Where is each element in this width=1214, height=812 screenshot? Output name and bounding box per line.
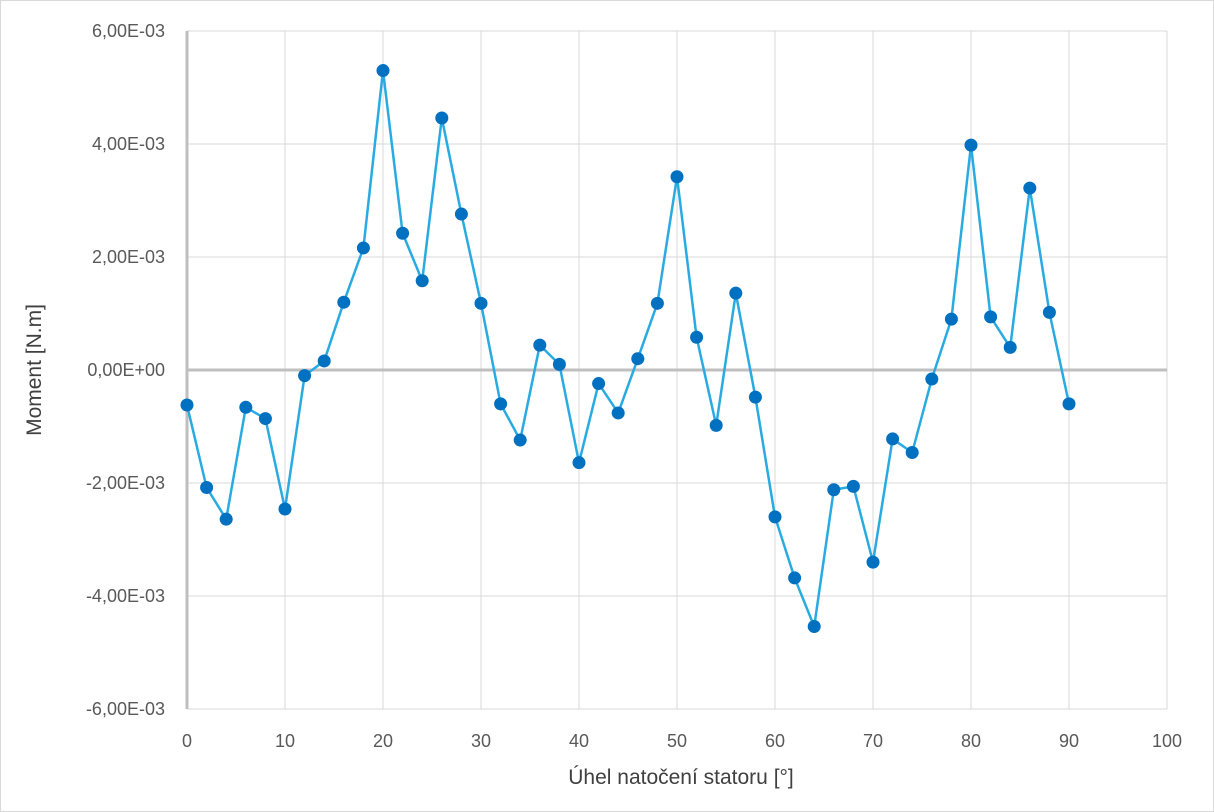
data-point [494, 397, 507, 410]
tick-labels: 0 10 20 30 40 50 60 70 80 90 100 6,00E-03 4,00E-03 2,… [86, 21, 1182, 751]
data-point [886, 432, 899, 445]
data-point [651, 297, 664, 310]
y-axis-title: Moment [N.m] [23, 304, 46, 436]
data-point [318, 354, 331, 367]
x-tick-label: 60 [765, 731, 785, 751]
data-point [631, 352, 644, 365]
data-point [906, 446, 919, 459]
data-point [514, 434, 527, 447]
x-tick-label: 50 [667, 731, 687, 751]
data-point [612, 406, 625, 419]
y-tick-label: 2,00E-03 [92, 247, 165, 267]
x-tick-label: 70 [863, 731, 883, 751]
y-tick-label: -4,00E-03 [86, 586, 165, 606]
x-tick-label: 40 [569, 731, 589, 751]
x-tick-label: 30 [471, 731, 491, 751]
data-point [475, 297, 488, 310]
x-axis-title: Úhel natočení statoru [°] [568, 766, 794, 789]
y-tick-label: 4,00E-03 [92, 134, 165, 154]
y-tick-label: 0,00E+00 [87, 360, 165, 380]
data-point [808, 620, 821, 633]
data-point [181, 399, 194, 412]
data-point [455, 208, 468, 221]
data-point [220, 513, 233, 526]
data-point [925, 373, 938, 386]
data-point [788, 571, 801, 584]
data-point [1043, 306, 1056, 319]
data-point [377, 64, 390, 77]
data-point [337, 296, 350, 309]
data-point [671, 170, 684, 183]
data-point [239, 401, 252, 414]
data-point [533, 339, 546, 352]
y-tick-label: -6,00E-03 [86, 699, 165, 719]
data-point [827, 483, 840, 496]
data-point [749, 391, 762, 404]
data-point [396, 227, 409, 240]
data-point [592, 377, 605, 390]
data-point [945, 313, 958, 326]
x-tick-label: 80 [961, 731, 981, 751]
data-point [729, 287, 742, 300]
data-point [867, 556, 880, 569]
x-tick-label: 100 [1152, 731, 1182, 751]
y-tick-label: 6,00E-03 [92, 21, 165, 41]
x-tick-label: 10 [275, 731, 295, 751]
data-point [200, 481, 213, 494]
x-tick-label: 90 [1059, 731, 1079, 751]
data-point [984, 310, 997, 323]
data-point [357, 241, 370, 254]
data-point [1004, 341, 1017, 354]
series-line [187, 71, 1069, 627]
y-tick-label: -2,00E-03 [86, 473, 165, 493]
data-point [298, 369, 311, 382]
x-tick-label: 20 [373, 731, 393, 751]
data-point [553, 358, 566, 371]
data-point [259, 412, 272, 425]
data-point [1023, 182, 1036, 195]
data-point [690, 331, 703, 344]
data-point [710, 419, 723, 432]
data-point [1063, 397, 1076, 410]
data-point [435, 112, 448, 125]
data-point [279, 502, 292, 515]
x-tick-label: 0 [182, 731, 192, 751]
data-point [573, 456, 586, 469]
data-point [416, 274, 429, 287]
data-point [965, 139, 978, 152]
data-point [769, 510, 782, 523]
series-group [181, 64, 1076, 633]
data-point [847, 480, 860, 493]
